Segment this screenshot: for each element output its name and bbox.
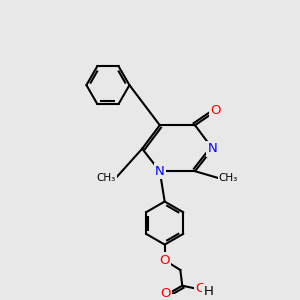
Text: CH₃: CH₃ bbox=[219, 173, 238, 183]
Text: H: H bbox=[204, 285, 214, 298]
Text: N: N bbox=[155, 165, 165, 178]
Text: O: O bbox=[159, 254, 170, 267]
Text: O: O bbox=[160, 287, 171, 300]
Text: O: O bbox=[210, 104, 221, 117]
Text: O: O bbox=[196, 282, 206, 295]
Text: N: N bbox=[208, 142, 218, 155]
Text: CH₃: CH₃ bbox=[96, 173, 116, 183]
